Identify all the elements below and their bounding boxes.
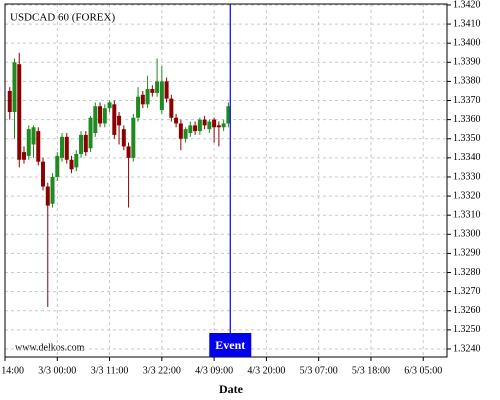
y-tick-label: 1.3300 xyxy=(453,229,481,240)
candle-body xyxy=(93,106,98,134)
candle-body xyxy=(60,136,65,158)
y-tick-label: 1.3270 xyxy=(453,286,481,297)
candle-body xyxy=(207,121,212,130)
candle-body xyxy=(79,134,84,155)
candle-body xyxy=(226,106,231,124)
candle-body xyxy=(202,119,207,126)
y-tick-label: 1.3260 xyxy=(453,305,481,316)
y-tick-label: 1.3310 xyxy=(453,209,481,220)
candle-body xyxy=(74,154,79,168)
candle-body xyxy=(7,90,12,112)
candle-body xyxy=(159,81,164,111)
candle-body xyxy=(197,119,202,132)
x-tick-label: 6/3 05:00 xyxy=(404,365,442,376)
candle-body xyxy=(36,131,41,162)
y-tick-label: 1.3380 xyxy=(453,76,481,87)
candle-body xyxy=(178,123,183,139)
candle-body xyxy=(140,94,145,105)
candle-body xyxy=(83,134,88,153)
candle-body xyxy=(55,155,60,177)
candle-body xyxy=(64,136,69,160)
y-tick-label: 1.3420 xyxy=(453,0,481,10)
y-tick-label: 1.3290 xyxy=(453,248,481,259)
x-axis-label: Date xyxy=(219,382,244,396)
x-tick-label: 2/3 14:00 xyxy=(0,365,24,376)
y-tick-label: 1.3360 xyxy=(453,114,481,125)
y-tick-label: 1.3390 xyxy=(453,57,481,68)
x-tick-label: 3/3 00:00 xyxy=(38,365,76,376)
candle-body xyxy=(221,123,226,128)
candle-body xyxy=(131,117,136,158)
x-tick-label: 5/3 18:00 xyxy=(352,365,390,376)
candle-body xyxy=(41,161,46,187)
y-tick-label: 1.3400 xyxy=(453,37,481,48)
candle-body xyxy=(155,81,160,93)
candle-body xyxy=(31,127,36,145)
candle-body xyxy=(112,104,117,135)
candle-body xyxy=(88,117,93,149)
candle-body xyxy=(150,89,155,93)
y-tick-label: 1.3240 xyxy=(453,343,481,354)
candle-body xyxy=(188,125,193,134)
candle-body xyxy=(102,108,107,124)
candle-body xyxy=(169,98,174,118)
candle-body xyxy=(26,129,31,156)
y-tick-label: 1.3370 xyxy=(453,95,481,106)
candle-body xyxy=(193,125,198,132)
candle-body xyxy=(126,146,131,158)
candle-body xyxy=(22,152,27,160)
candle-body xyxy=(174,117,179,124)
watermark: www.delkos.com xyxy=(15,342,85,353)
candle-body xyxy=(212,119,217,128)
candle-body xyxy=(136,96,141,118)
y-tick-label: 1.3340 xyxy=(453,152,481,163)
event-box xyxy=(209,333,252,357)
candle-body xyxy=(145,89,150,105)
x-tick-label: 5/3 07:00 xyxy=(300,365,338,376)
candle-body xyxy=(98,106,103,124)
candle-body xyxy=(69,159,74,170)
x-tick-label: 4/3 20:00 xyxy=(247,365,285,376)
y-tick-label: 1.3320 xyxy=(453,190,481,201)
x-tick-label: 4/3 09:00 xyxy=(195,365,233,376)
candle-body xyxy=(50,176,55,204)
x-tick-label: 3/3 11:00 xyxy=(91,365,129,376)
y-tick-label: 1.3280 xyxy=(453,267,481,278)
candle-body xyxy=(107,102,112,109)
candle-body xyxy=(183,129,188,139)
y-tick-label: 1.3250 xyxy=(453,324,481,335)
candle-body xyxy=(216,125,221,128)
candle-body xyxy=(12,62,17,112)
candle-body xyxy=(17,64,22,160)
candle-body xyxy=(45,186,50,206)
candle-body xyxy=(164,81,169,99)
y-tick-label: 1.3410 xyxy=(453,18,481,29)
candle-body xyxy=(121,129,126,147)
y-tick-label: 1.3330 xyxy=(453,171,481,182)
chart-title: USDCAD 60 (FOREX) xyxy=(10,12,115,24)
x-tick-label: 3/3 22:00 xyxy=(143,365,181,376)
y-tick-label: 1.3350 xyxy=(453,133,481,144)
event-label: Event xyxy=(215,338,245,352)
candle-body xyxy=(117,115,122,126)
